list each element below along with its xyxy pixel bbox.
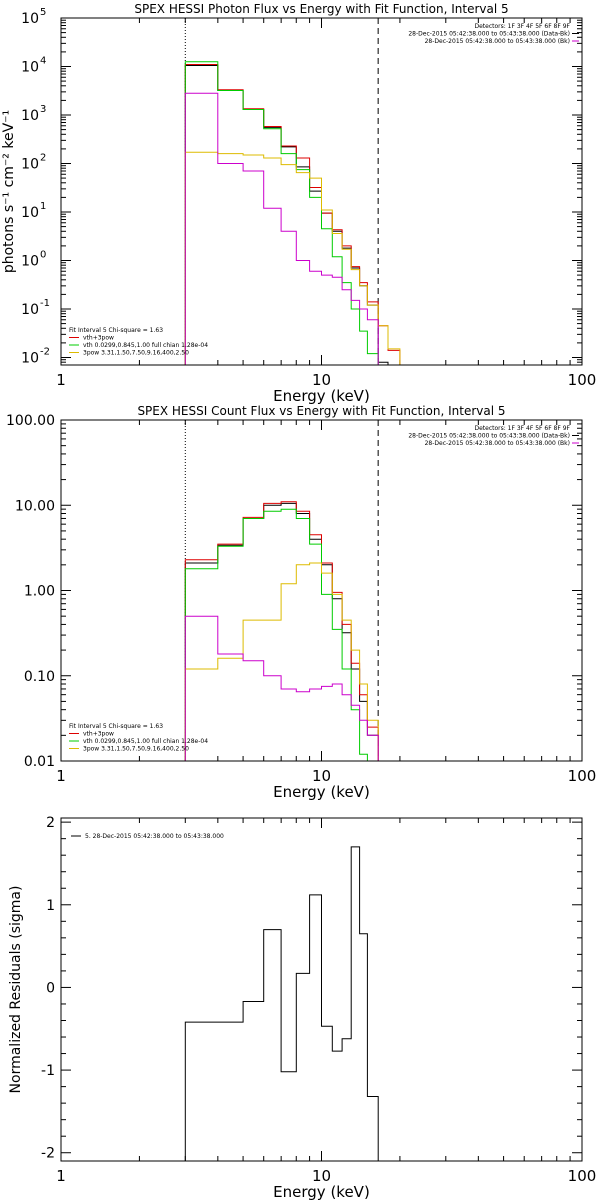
series-line-0 [184,65,389,365]
series-line-4 [184,92,379,365]
header-line: 28-Dec-2015 05:42:38.000 to 05:43:38.000… [425,38,570,45]
y-tick-exponent: -1 [40,298,50,309]
y-tick-label: 10 [21,108,39,124]
y-axis-ticks [61,423,582,762]
header-line: Detectors: 1F 3F 4F 5F 6F 8F 9F [474,425,570,432]
y-tick-label: 100.00 [6,413,55,429]
series-line-3 [184,151,401,365]
series-group [184,61,401,365]
y-tick-label: 2 [46,815,55,831]
legend-entry: 3pow 3.31,1.50,7.50,9.16,400,2.50 [83,350,189,357]
y-tick-exponent: 3 [40,104,46,115]
header-line: 28-Dec-2015 05:42:38.000 to 05:43:38.000… [408,433,570,440]
legend-entry: vth 0.0299,0.845,1.00 full chian 1.28e-0… [83,738,208,745]
series-line-4 [184,615,379,761]
x-axis-label: Energy (keV) [273,1183,370,1200]
count-flux-panel: SPEX HESSI Count Flux vs Energy with Fit… [6,404,596,801]
series-line-3 [184,562,379,761]
series-line-1 [184,501,379,761]
series-line-0 [184,846,379,1161]
series-group [184,501,379,761]
y-axis-label: Normalized Residuals (sigma) [8,886,24,1094]
plot-frame [60,419,583,762]
series-line-0 [184,502,379,761]
y-tick-label: 0 [46,980,55,996]
legend-entry: 5. 28-Dec-2015 05:42:38.000 to 05:43:38.… [85,833,224,840]
y-tick-label: -2 [41,1146,55,1162]
x-tick-label: 10 [312,767,331,785]
y-tick-exponent: -2 [40,346,50,357]
legend-entry: 3pow 3.31,1.50,7.50,9.16,400,2.50 [83,746,189,753]
y-axis-label: photons s⁻¹ cm⁻² keV⁻¹ [1,110,17,273]
chart-title: SPEX HESSI Count Flux vs Energy with Fit… [137,404,505,418]
series-line-2 [184,61,379,365]
fit-label: Fit Interval 5 Chi-square = 1.63 [69,327,163,334]
header-line: 28-Dec-2015 05:42:38.000 to 05:43:38.000… [425,440,570,447]
y-tick-label: 10 [21,253,39,269]
y-tick-label: 1.00 [24,584,55,600]
series-line-2 [184,508,368,761]
y-tick-label: 10 [21,205,39,221]
legend-entry: vth+3pow [83,731,114,738]
header-line: Detectors: 1F 3F 4F 5F 6F 8F 9F [474,23,570,30]
y-tick-exponent: 4 [40,55,46,66]
x-tick-label: 100 [568,767,597,785]
x-tick-label: 100 [568,371,597,389]
header-line: 28-Dec-2015 05:42:38.000 to 05:43:38.000… [408,31,570,38]
y-tick-label: 10 [21,156,39,172]
y-tick-label: 1 [46,898,55,914]
x-tick-label: 10 [312,1167,331,1185]
plot-frame [60,17,583,366]
series-group [184,846,379,1161]
series-line-1 [184,64,401,365]
x-tick-label: 10 [312,371,331,389]
x-tick-label: 1 [56,1167,66,1185]
y-tick-label: 10 [21,11,39,27]
y-tick-exponent: 2 [40,152,46,163]
y-tick-label: 0.01 [24,754,55,770]
fit-label: Fit Interval 5 Chi-square = 1.63 [69,723,163,730]
y-tick-label: 10.00 [15,498,55,514]
x-axis-label: Energy (keV) [273,783,370,801]
y-tick-exponent: 5 [40,7,46,18]
plot-frame [60,817,583,1162]
chart-title: SPEX HESSI Photon Flux vs Energy with Fi… [134,2,508,16]
y-tick-label: 0.10 [24,669,55,685]
x-tick-label: 100 [568,1167,597,1185]
photon-flux-panel: SPEX HESSI Photon Flux vs Energy with Fi… [1,2,597,405]
legend-entry: vth+3pow [83,335,114,342]
x-axis-label: Energy (keV) [273,387,370,405]
y-tick-label: 10 [21,350,39,366]
x-tick-label: 1 [56,371,66,389]
y-tick-label: -1 [41,1063,55,1079]
x-tick-label: 1 [56,767,66,785]
y-tick-label: 10 [21,59,39,75]
legend-entry: vth 0.0299,0.845,1.00 full chian 1.28e-0… [83,342,208,349]
y-tick-exponent: 0 [40,249,46,260]
y-axis-ticks [61,821,582,1154]
y-tick-exponent: 1 [40,201,46,212]
y-tick-label: 10 [21,302,39,318]
residuals-panel: 1 10 100 -2 -1 0 1 2 Energy (keV) Normalized Resi… [8,815,596,1200]
